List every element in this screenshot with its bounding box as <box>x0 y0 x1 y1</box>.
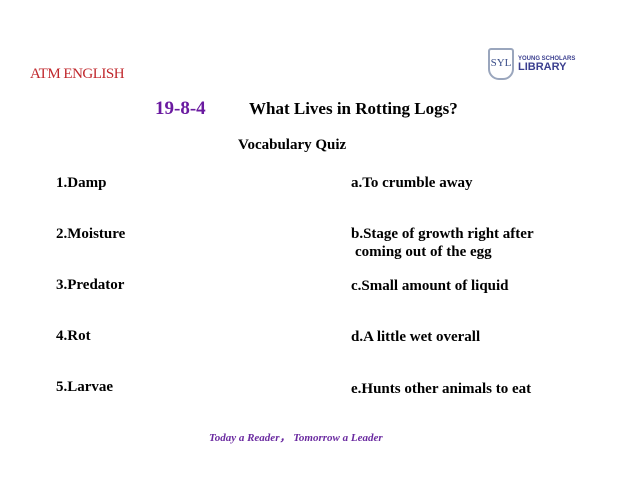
footer-slogan: Today a Reader， Tomorrow a Leader <box>209 432 383 444</box>
logo-line2: LIBRARY <box>518 60 567 73</box>
lesson-number: 19-8-4 <box>155 98 206 119</box>
definition-b: b.Stage of growth right after <box>351 226 534 242</box>
word-2: 2.Moisture <box>56 226 126 242</box>
word-1: 1.Damp <box>56 175 107 191</box>
logo: SYL YOUNG SCHOLARS LIBRARY <box>488 48 575 80</box>
definition-e: e.Hunts other animals to eat <box>351 381 532 397</box>
page-title: What Lives in Rotting Logs? <box>249 99 458 118</box>
brand-name: ATM ENGLISH <box>30 66 125 82</box>
logo-line1: YOUNG SCHOLARS <box>518 55 576 62</box>
definition-a: a.To crumble away <box>351 175 473 191</box>
word-4: 4.Rot <box>56 328 91 344</box>
definition-d: d.A little wet overall <box>351 329 481 345</box>
subtitle: Vocabulary Quiz <box>238 137 347 153</box>
shield-icon: SYL <box>488 48 514 80</box>
word-3: 3.Predator <box>56 277 125 293</box>
definition-c: c.Small amount of liquid <box>351 278 509 294</box>
word-5: 5.Larvae <box>56 379 114 395</box>
definition-b-cont: coming out of the egg <box>355 244 492 260</box>
